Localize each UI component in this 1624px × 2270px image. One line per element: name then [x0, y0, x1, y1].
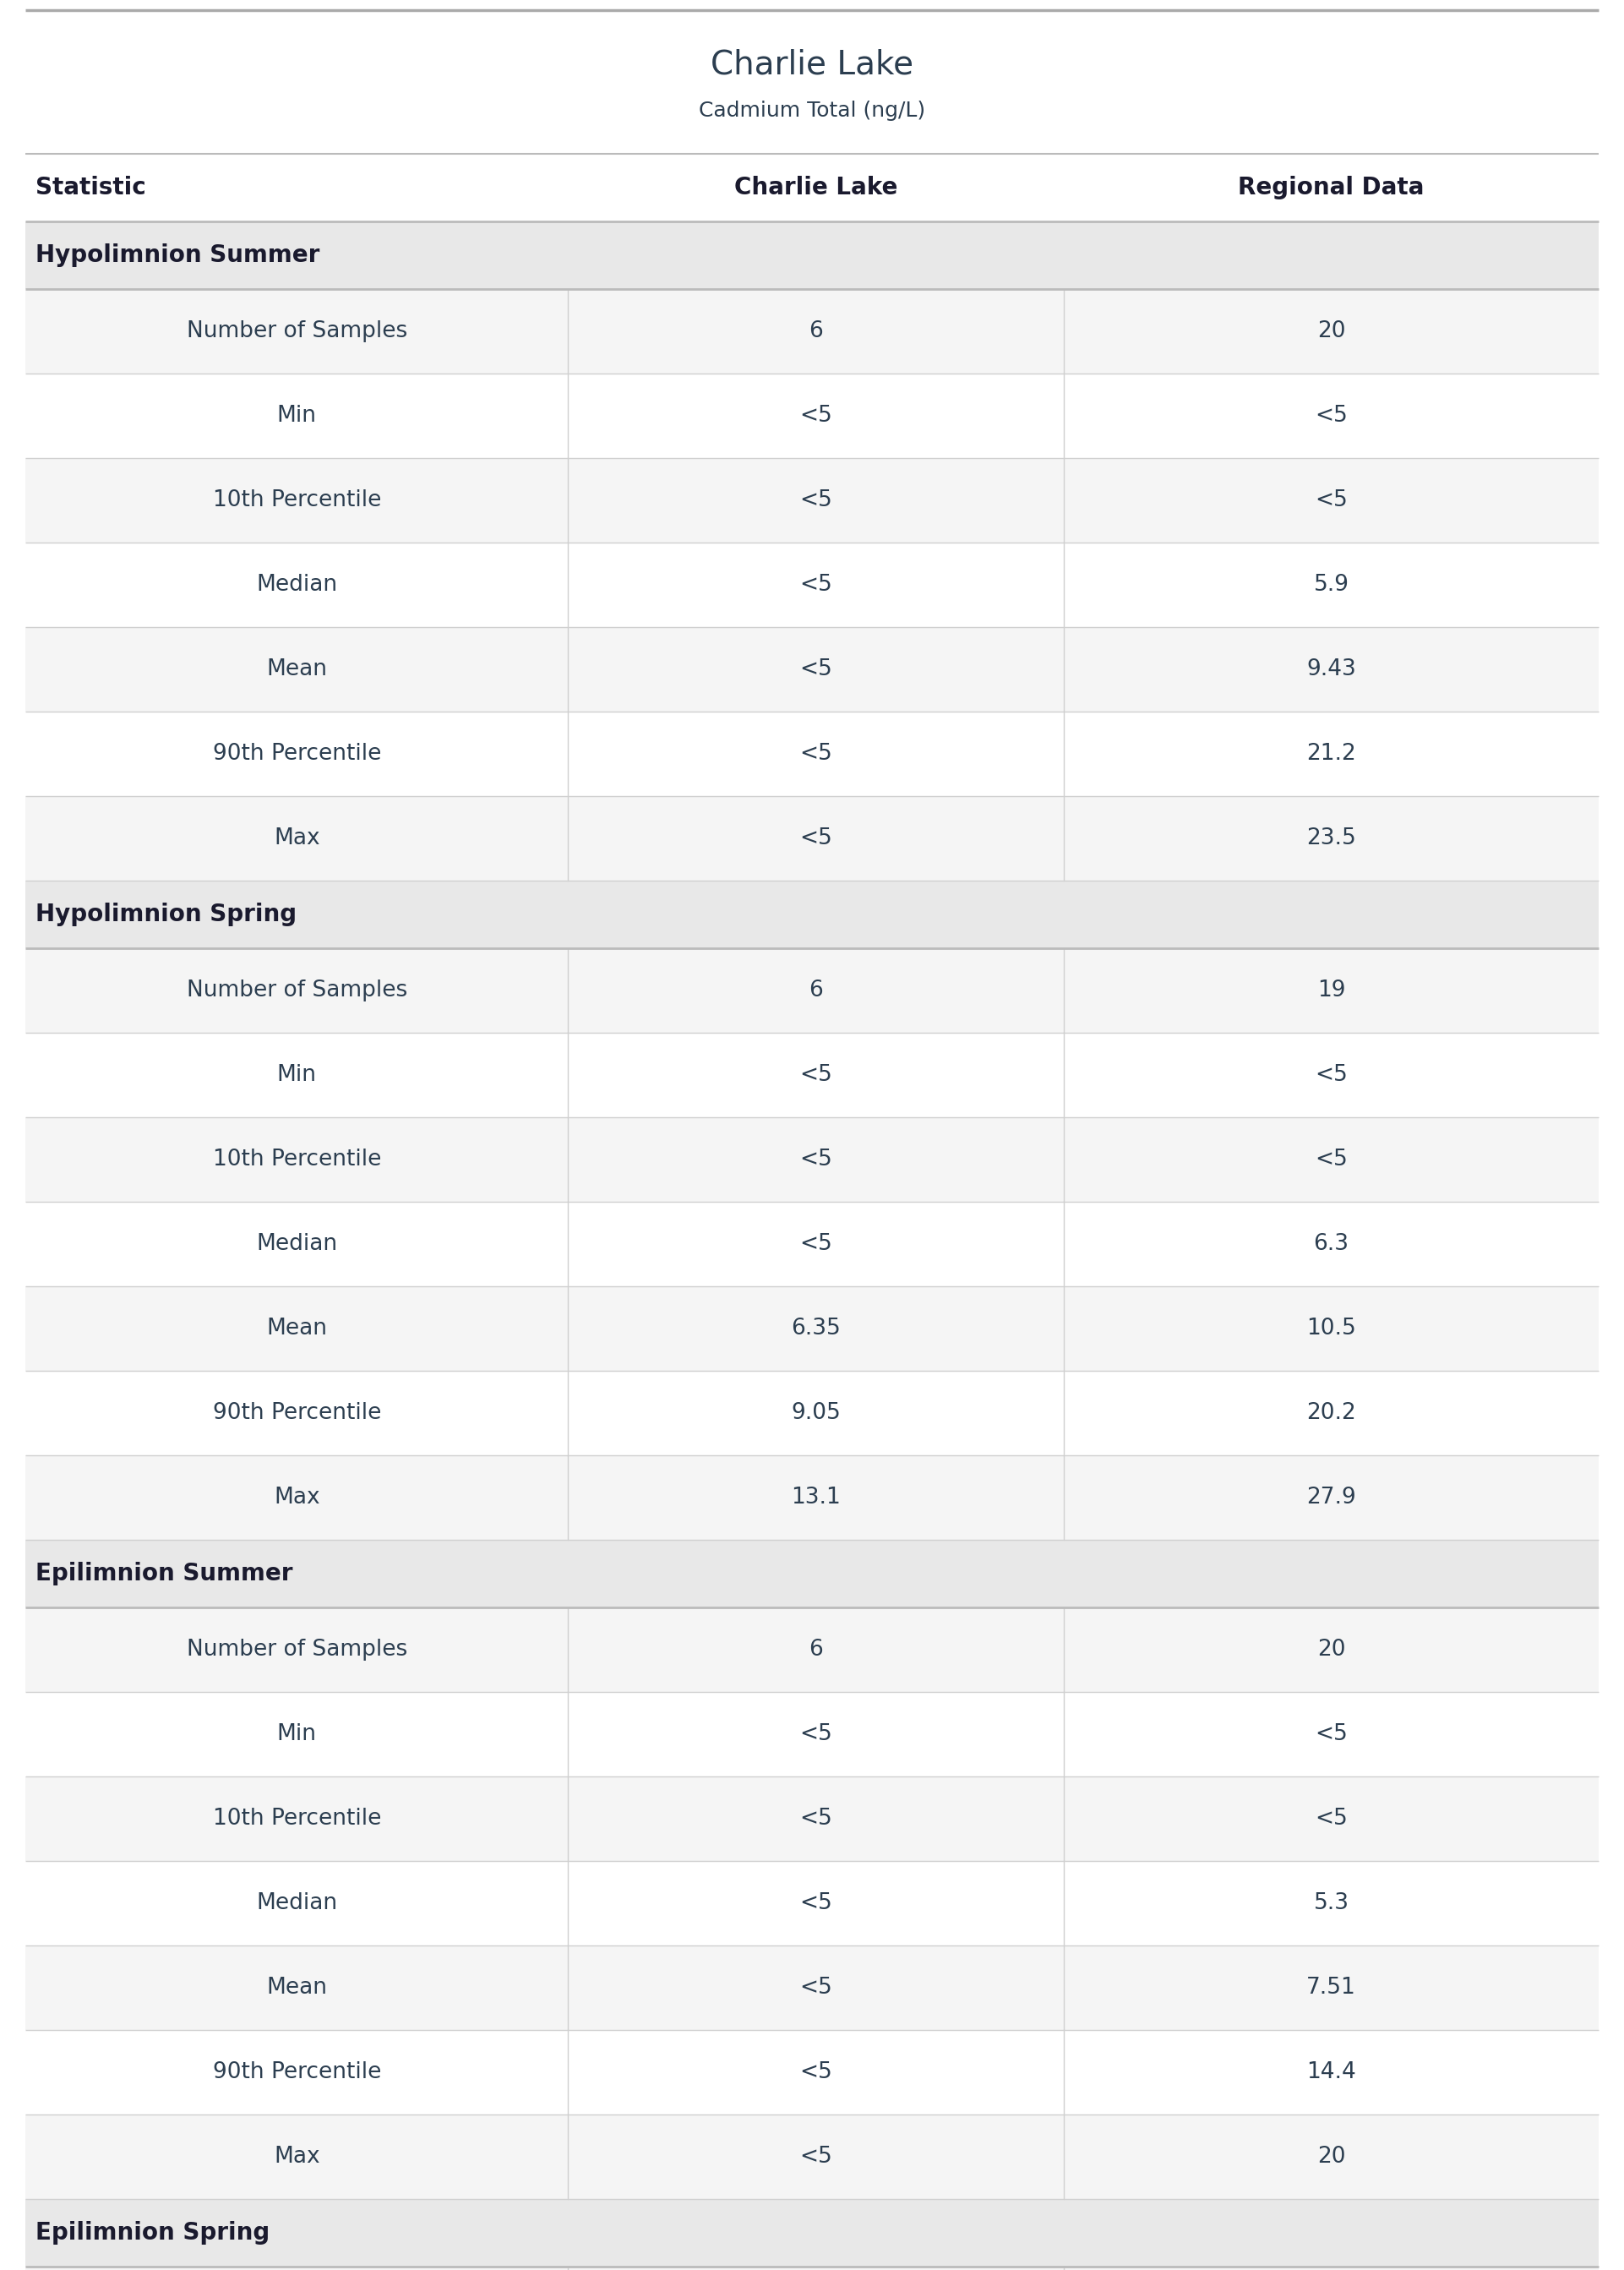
- Text: <5: <5: [799, 1723, 833, 1746]
- Text: 10.5: 10.5: [1306, 1317, 1356, 1339]
- Text: Min: Min: [276, 1065, 317, 1085]
- Text: Charlie Lake: Charlie Lake: [734, 175, 898, 200]
- Text: <5: <5: [799, 1807, 833, 1830]
- Text: Mean: Mean: [266, 1977, 326, 1998]
- Bar: [26, 1287, 1598, 1371]
- Text: 27.9: 27.9: [1306, 1487, 1356, 1510]
- Text: 7.51: 7.51: [1306, 1977, 1356, 1998]
- Bar: [26, 881, 1598, 949]
- Text: Min: Min: [276, 404, 317, 427]
- Text: Number of Samples: Number of Samples: [187, 978, 408, 1001]
- Text: 90th Percentile: 90th Percentile: [213, 2061, 382, 2084]
- Text: <5: <5: [799, 2145, 833, 2168]
- Bar: [26, 1691, 1598, 1777]
- Text: 23.5: 23.5: [1306, 826, 1356, 849]
- Text: 13.1: 13.1: [791, 1487, 841, 1510]
- Bar: [26, 2113, 1598, 2200]
- Text: Regional Data: Regional Data: [1237, 175, 1424, 200]
- Text: Epilimnion Summer: Epilimnion Summer: [36, 1562, 292, 1584]
- Text: <5: <5: [799, 490, 833, 511]
- Bar: [26, 711, 1598, 797]
- Text: Cadmium Total (ng/L): Cadmium Total (ng/L): [698, 100, 926, 120]
- Text: 10th Percentile: 10th Percentile: [213, 490, 382, 511]
- Text: <5: <5: [799, 1893, 833, 1914]
- Bar: [26, 1861, 1598, 1945]
- Text: 20.2: 20.2: [1306, 1403, 1356, 1423]
- Text: 20: 20: [1317, 320, 1345, 343]
- Text: <5: <5: [799, 658, 833, 681]
- Text: 20: 20: [1317, 2145, 1345, 2168]
- Text: 10th Percentile: 10th Percentile: [213, 1149, 382, 1171]
- Bar: [26, 1607, 1598, 1691]
- Text: 5.3: 5.3: [1314, 1893, 1350, 1914]
- Text: <5: <5: [799, 1065, 833, 1085]
- Bar: [26, 1033, 1598, 1117]
- Bar: [26, 797, 1598, 881]
- Bar: [26, 1777, 1598, 1861]
- Bar: [26, 222, 1598, 288]
- Text: <5: <5: [799, 1149, 833, 1171]
- Text: <5: <5: [1315, 1065, 1348, 1085]
- Text: Hypolimnion Spring: Hypolimnion Spring: [36, 903, 297, 926]
- Bar: [26, 288, 1598, 375]
- Bar: [26, 627, 1598, 711]
- Text: 6: 6: [809, 1639, 823, 1662]
- Text: <5: <5: [1315, 1149, 1348, 1171]
- Text: <5: <5: [799, 1233, 833, 1255]
- Text: 6.35: 6.35: [791, 1317, 841, 1339]
- Text: 20: 20: [1317, 1639, 1345, 1662]
- Text: 90th Percentile: 90th Percentile: [213, 742, 382, 765]
- Bar: [26, 2029, 1598, 2113]
- Bar: [26, 2268, 1598, 2270]
- Text: 9.05: 9.05: [791, 1403, 841, 1423]
- Bar: [26, 1371, 1598, 1455]
- Text: <5: <5: [799, 742, 833, 765]
- Text: <5: <5: [799, 2061, 833, 2084]
- Text: 19: 19: [1317, 978, 1345, 1001]
- Text: Number of Samples: Number of Samples: [187, 320, 408, 343]
- Bar: [26, 1945, 1598, 2029]
- Text: <5: <5: [799, 826, 833, 849]
- Text: Charlie Lake: Charlie Lake: [711, 48, 913, 82]
- Text: Median: Median: [257, 1233, 338, 1255]
- Bar: [26, 1539, 1598, 1607]
- Text: <5: <5: [799, 404, 833, 427]
- Bar: [26, 2200, 1598, 2268]
- Text: 6: 6: [809, 978, 823, 1001]
- Text: 6: 6: [809, 320, 823, 343]
- Text: Max: Max: [274, 826, 320, 849]
- Text: 6.3: 6.3: [1314, 1233, 1350, 1255]
- Text: Mean: Mean: [266, 1317, 326, 1339]
- Text: 9.43: 9.43: [1306, 658, 1356, 681]
- Text: Max: Max: [274, 1487, 320, 1510]
- Bar: [26, 1455, 1598, 1539]
- Bar: [26, 1117, 1598, 1201]
- Text: Max: Max: [274, 2145, 320, 2168]
- Text: 90th Percentile: 90th Percentile: [213, 1403, 382, 1423]
- Text: Statistic: Statistic: [36, 175, 146, 200]
- Text: <5: <5: [799, 1977, 833, 1998]
- Bar: [26, 375, 1598, 459]
- Text: <5: <5: [1315, 1723, 1348, 1746]
- Bar: [26, 1201, 1598, 1287]
- Text: <5: <5: [1315, 490, 1348, 511]
- Bar: [26, 459, 1598, 543]
- Bar: [26, 543, 1598, 627]
- Text: <5: <5: [1315, 1807, 1348, 1830]
- Text: 21.2: 21.2: [1306, 742, 1356, 765]
- Text: 14.4: 14.4: [1306, 2061, 1356, 2084]
- Text: <5: <5: [1315, 404, 1348, 427]
- Text: Mean: Mean: [266, 658, 326, 681]
- Text: Median: Median: [257, 1893, 338, 1914]
- Text: 5.9: 5.9: [1314, 574, 1350, 595]
- Text: 10th Percentile: 10th Percentile: [213, 1807, 382, 1830]
- Text: Median: Median: [257, 574, 338, 595]
- Bar: [26, 949, 1598, 1033]
- Text: Epilimnion Spring: Epilimnion Spring: [36, 2220, 270, 2245]
- Text: Number of Samples: Number of Samples: [187, 1639, 408, 1662]
- Text: Min: Min: [276, 1723, 317, 1746]
- Text: <5: <5: [799, 574, 833, 595]
- Text: Hypolimnion Summer: Hypolimnion Summer: [36, 243, 320, 268]
